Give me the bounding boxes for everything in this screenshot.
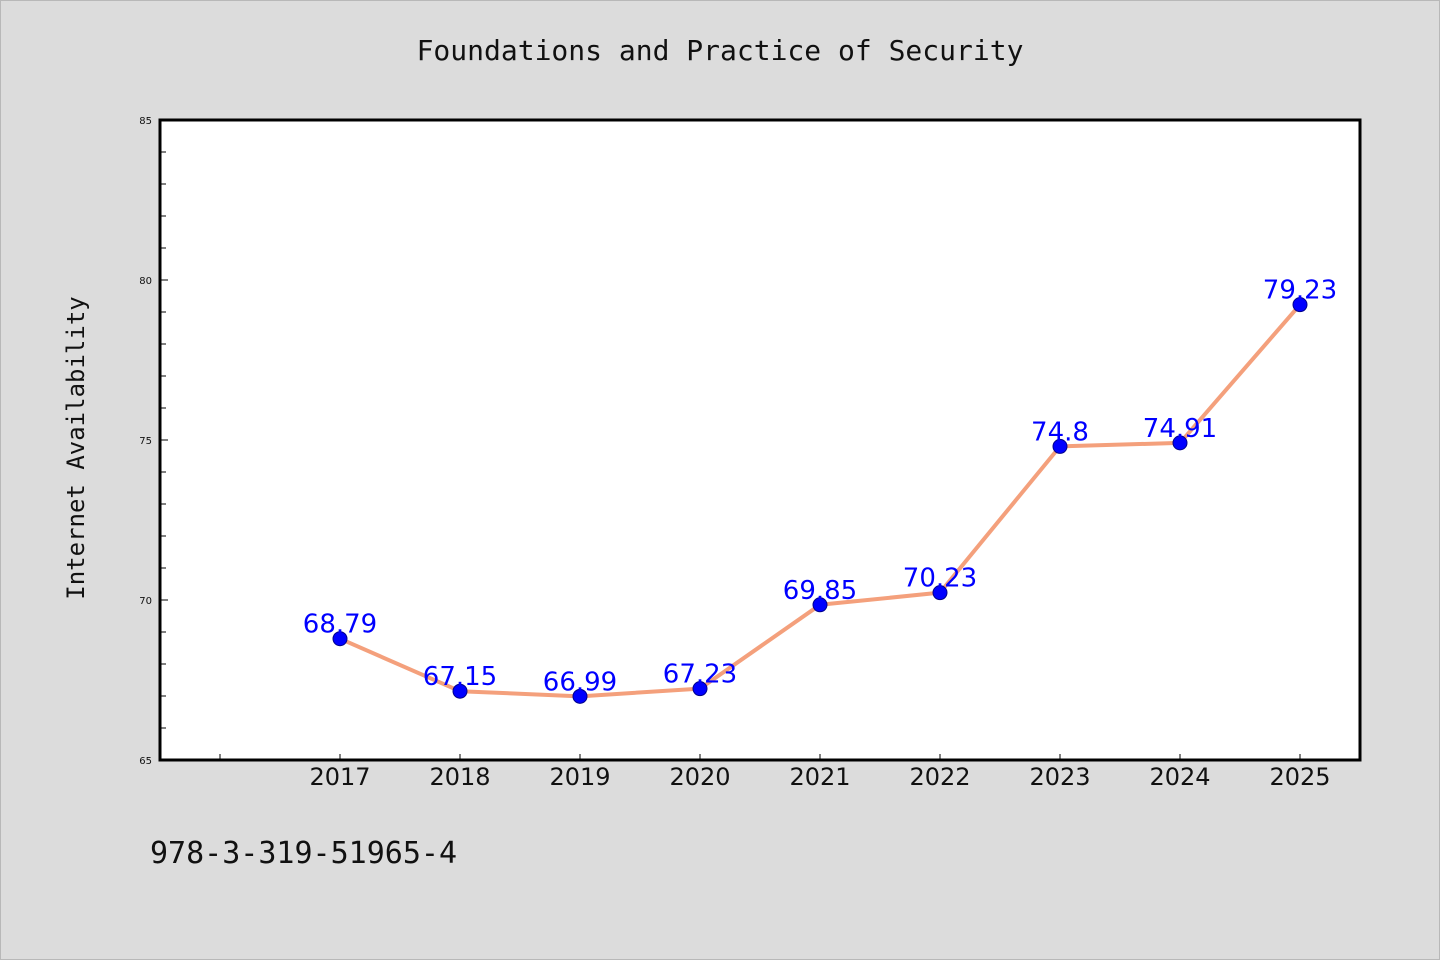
x-tick-label: 2020: [669, 763, 730, 791]
data-point: [452, 683, 468, 699]
footer-text: 978-3-319-51965-4: [150, 836, 458, 871]
data-label: 79.23: [1263, 276, 1337, 306]
x-tick-label: 2024: [1149, 763, 1210, 791]
data-label: 66.99: [543, 667, 617, 697]
data-label: 69.85: [783, 576, 857, 606]
x-tick-label: 2018: [429, 763, 490, 791]
y-tick-label: 80: [139, 276, 152, 287]
y-tick-label: 70: [139, 596, 152, 607]
data-label: 68.79: [303, 610, 377, 640]
plot-area: [158, 118, 1362, 762]
x-tick-label: 2017: [309, 763, 370, 791]
data-label: 67.15: [423, 662, 497, 692]
data-point: [812, 597, 828, 613]
data-point: [692, 681, 708, 697]
data-label: 70.23: [903, 564, 977, 594]
data-point: [1292, 297, 1308, 313]
y-tick-label: 65: [139, 756, 152, 767]
x-tick-label: 2025: [1269, 763, 1330, 791]
data-label: 67.23: [663, 660, 737, 690]
chart-title: Foundations and Practice of Security: [416, 34, 1024, 67]
data-label: 74.8: [1031, 417, 1089, 447]
x-tick-label: 2023: [1029, 763, 1090, 791]
data-point: [1172, 435, 1188, 451]
x-tick-label: 2022: [909, 763, 970, 791]
y-tick-label: 85: [139, 116, 152, 127]
data-point: [932, 585, 948, 601]
data-label: 74.91: [1143, 414, 1217, 444]
x-tick-label: 2019: [549, 763, 610, 791]
y-tick-label: 75: [139, 436, 152, 447]
x-tick-label: 2021: [789, 763, 850, 791]
data-point: [332, 631, 348, 647]
data-point: [1052, 438, 1068, 454]
data-point: [572, 688, 588, 704]
